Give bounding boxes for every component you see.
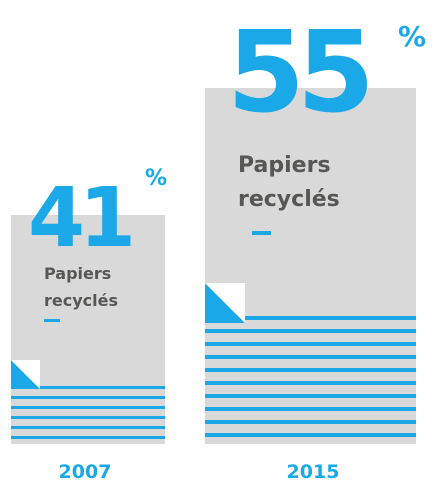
label-underline-2015 [252,231,271,235]
bar-label-line1-2015: Papiers [238,153,331,178]
paper-sheet-2015 [205,88,416,444]
folded-corner-icon [205,283,245,323]
percent-sign-2007: % [145,166,167,191]
bar-label-line2-2015: recyclés [238,187,340,212]
label-underline-2007 [44,319,60,322]
value-label-2007: 41 [28,171,131,266]
bar-2007: 41 % Papiers recyclés 2007 [11,166,167,483]
category-label-2007: 2007 [59,461,112,483]
folded-corner-icon [11,360,40,389]
bar-label-line1-2007: Papiers [44,264,111,283]
paper-stripes-2015 [205,316,416,437]
percent-sign-2015: % [398,20,426,53]
value-label-2015: 55 [227,8,368,138]
paper-sheet-2007 [11,215,165,444]
bar-2015: 55 % Papiers recyclés 2015 [205,8,426,483]
bar-label-line2-2007: recyclés [44,291,118,310]
category-label-2015: 2015 [287,461,340,483]
paper-stripes-2007 [11,386,165,439]
